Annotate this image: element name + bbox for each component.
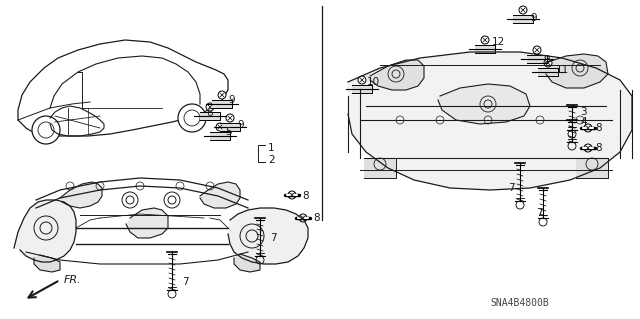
Text: 8: 8 xyxy=(595,143,602,153)
Polygon shape xyxy=(576,158,608,178)
Text: 6: 6 xyxy=(206,108,212,118)
Polygon shape xyxy=(546,54,608,88)
Polygon shape xyxy=(234,254,260,272)
Text: 9: 9 xyxy=(237,120,244,130)
Polygon shape xyxy=(34,255,60,272)
Polygon shape xyxy=(348,52,632,190)
Polygon shape xyxy=(527,55,547,63)
Polygon shape xyxy=(212,100,232,108)
Text: 7: 7 xyxy=(270,233,276,243)
Circle shape xyxy=(584,124,592,132)
Circle shape xyxy=(358,76,366,84)
Text: 9: 9 xyxy=(228,95,235,105)
Polygon shape xyxy=(60,182,102,208)
Text: 11: 11 xyxy=(556,65,569,75)
Polygon shape xyxy=(364,158,396,178)
Text: 7: 7 xyxy=(182,277,189,287)
Circle shape xyxy=(206,103,214,111)
Polygon shape xyxy=(438,84,530,124)
Polygon shape xyxy=(370,60,424,90)
Text: 8: 8 xyxy=(302,191,308,201)
Text: 8: 8 xyxy=(595,123,602,133)
Text: 12: 12 xyxy=(492,37,505,47)
Circle shape xyxy=(519,6,527,14)
Polygon shape xyxy=(513,15,533,23)
Text: SNA4B4800B: SNA4B4800B xyxy=(490,298,548,308)
Text: 3: 3 xyxy=(580,107,587,117)
Circle shape xyxy=(32,116,60,144)
Circle shape xyxy=(288,191,296,199)
Polygon shape xyxy=(228,208,308,264)
Text: 2: 2 xyxy=(268,155,275,165)
Polygon shape xyxy=(220,123,240,131)
Text: 8: 8 xyxy=(313,213,319,223)
Circle shape xyxy=(584,144,592,152)
Polygon shape xyxy=(126,208,168,238)
Polygon shape xyxy=(14,200,76,262)
Polygon shape xyxy=(475,45,495,53)
Circle shape xyxy=(533,46,541,54)
Text: 9: 9 xyxy=(543,55,550,65)
Circle shape xyxy=(226,114,234,122)
Text: 10: 10 xyxy=(367,77,380,87)
Circle shape xyxy=(544,59,552,67)
Polygon shape xyxy=(538,68,558,76)
Circle shape xyxy=(481,36,489,44)
Circle shape xyxy=(178,104,206,132)
Circle shape xyxy=(216,123,224,131)
Circle shape xyxy=(299,214,307,222)
Polygon shape xyxy=(200,182,240,208)
Polygon shape xyxy=(210,132,230,140)
Text: 9: 9 xyxy=(530,13,536,23)
Text: 7: 7 xyxy=(536,208,543,218)
Circle shape xyxy=(218,91,226,99)
Text: 4: 4 xyxy=(580,117,587,127)
Polygon shape xyxy=(200,112,220,120)
Text: 7: 7 xyxy=(508,183,515,193)
Polygon shape xyxy=(18,40,228,136)
Text: 1: 1 xyxy=(268,143,275,153)
Polygon shape xyxy=(352,85,372,93)
Text: 5: 5 xyxy=(225,127,232,137)
Text: FR.: FR. xyxy=(64,275,82,285)
